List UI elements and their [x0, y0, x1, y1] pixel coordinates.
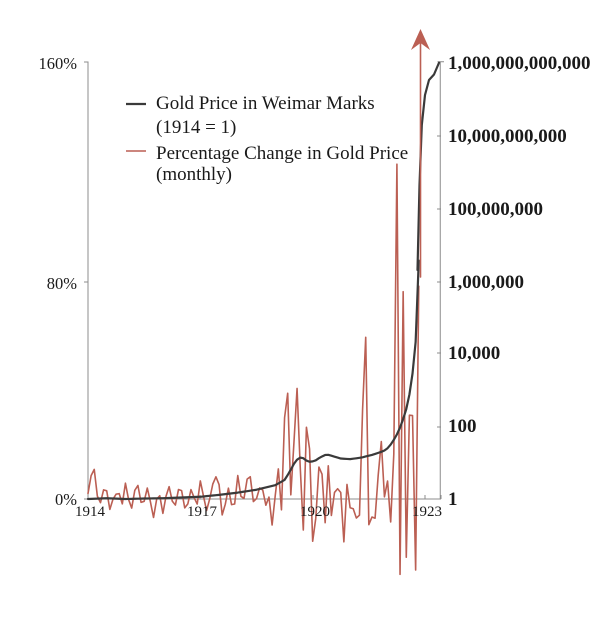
svg-text:1914: 1914 — [75, 504, 106, 520]
svg-text:100: 100 — [448, 416, 477, 437]
svg-text:1920: 1920 — [300, 504, 330, 520]
svg-text:10,000,000,000: 10,000,000,000 — [448, 126, 567, 147]
svg-text:10,000: 10,000 — [448, 343, 500, 364]
svg-text:(monthly): (monthly) — [156, 164, 232, 185]
svg-text:0%: 0% — [55, 490, 77, 509]
svg-text:Percentage Change in Gold Pric: Percentage Change in Gold Price — [156, 143, 408, 164]
svg-text:160%: 160% — [39, 54, 78, 73]
svg-text:1923: 1923 — [412, 504, 442, 520]
svg-text:1,000,000,000,000: 1,000,000,000,000 — [448, 53, 591, 74]
svg-text:1,000,000: 1,000,000 — [448, 272, 524, 293]
svg-text:100,000,000: 100,000,000 — [448, 199, 543, 220]
svg-text:1: 1 — [448, 489, 458, 510]
svg-text:80%: 80% — [47, 274, 78, 293]
svg-text:1917: 1917 — [187, 504, 218, 520]
svg-text:(1914 = 1): (1914 = 1) — [156, 117, 236, 138]
svg-text:Gold Price in Weimar Marks: Gold Price in Weimar Marks — [156, 93, 375, 114]
